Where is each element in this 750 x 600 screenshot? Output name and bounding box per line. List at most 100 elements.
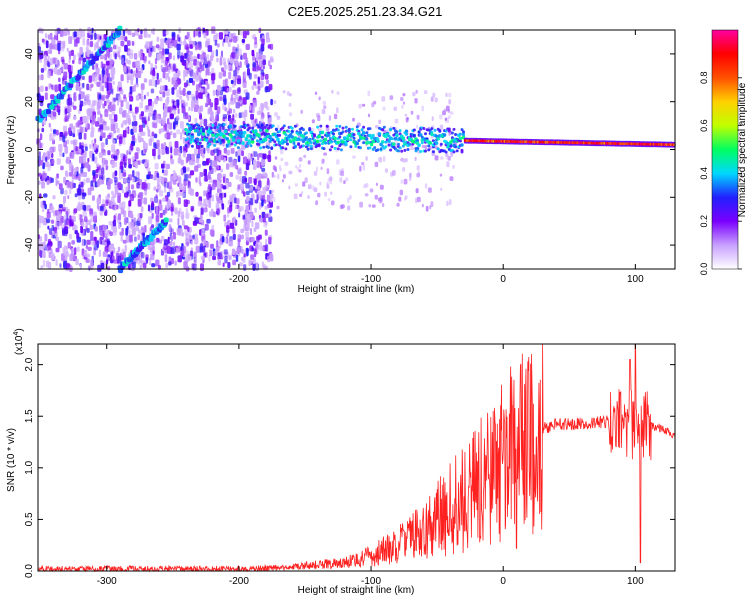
noise-speckle — [100, 142, 105, 148]
noise-speckle — [57, 240, 62, 249]
noise-speckle — [216, 57, 219, 63]
noise-speckle — [331, 200, 335, 206]
main-carrier-mark — [227, 142, 231, 146]
main-carrier-mark — [239, 131, 244, 135]
noise-speckle — [268, 216, 273, 223]
noise-speckle — [153, 142, 157, 149]
noise-speckle — [274, 112, 279, 117]
noise-speckle — [299, 193, 303, 198]
noise-speckle — [235, 102, 240, 109]
main-carrier-mark — [205, 125, 209, 129]
noise-speckle — [176, 89, 181, 98]
noise-speckle — [196, 153, 201, 159]
noise-speckle — [97, 110, 101, 115]
noise-speckle — [268, 236, 272, 245]
main-carrier-mark — [296, 137, 301, 141]
noise-speckle — [60, 165, 64, 171]
noise-speckle — [166, 246, 171, 254]
noise-speckle — [93, 100, 98, 105]
noise-speckle — [78, 201, 81, 209]
main-carrier-mark — [322, 147, 326, 151]
noise-speckle — [144, 105, 149, 113]
noise-speckle — [44, 233, 48, 242]
noise-speckle — [282, 90, 286, 94]
noise-speckle — [105, 138, 108, 146]
noise-speckle — [64, 115, 69, 122]
noise-speckle — [227, 58, 230, 64]
noise-speckle — [187, 90, 192, 95]
noise-speckle — [267, 118, 272, 126]
main-carrier-mark — [206, 145, 210, 149]
noise-speckle — [288, 170, 293, 175]
main-carrier-mark — [306, 147, 310, 151]
noise-speckle — [213, 121, 218, 128]
noise-speckle — [198, 176, 201, 185]
noise-speckle — [47, 164, 51, 172]
noise-speckle — [52, 84, 55, 91]
noise-speckle — [331, 89, 334, 94]
noise-speckle — [244, 109, 248, 118]
noise-speckle — [125, 101, 130, 110]
noise-speckle — [153, 45, 156, 53]
main-carrier-mark — [289, 133, 293, 136]
noise-speckle — [374, 194, 378, 200]
main-carrier-mark — [420, 141, 424, 145]
noise-speckle — [50, 57, 54, 66]
main-carrier-mark — [233, 143, 237, 147]
noise-speckle — [203, 168, 208, 177]
noise-speckle — [245, 231, 250, 237]
x-tick-label: -200 — [229, 274, 249, 285]
noise-speckle — [288, 185, 291, 190]
noise-speckle — [123, 94, 127, 99]
noise-speckle — [243, 253, 246, 258]
noise-speckle — [110, 123, 115, 132]
noise-speckle — [201, 64, 205, 72]
noise-speckle — [261, 167, 266, 172]
noise-speckle — [160, 42, 165, 50]
noise-speckle — [135, 73, 138, 79]
noise-speckle — [220, 154, 225, 160]
noise-speckle — [159, 85, 164, 93]
main-carrier-mark — [309, 147, 313, 151]
noise-speckle — [52, 195, 56, 200]
noise-speckle — [99, 124, 104, 131]
noise-speckle — [194, 217, 199, 224]
noise-speckle — [183, 185, 186, 190]
noise-speckle — [205, 241, 210, 248]
noise-speckle — [449, 111, 454, 115]
noise-speckle — [138, 124, 143, 133]
noise-speckle — [138, 34, 143, 40]
main-carrier-mark — [309, 144, 313, 148]
noise-speckle — [228, 101, 231, 109]
noise-speckle — [166, 191, 171, 197]
noise-speckle — [400, 179, 404, 185]
noise-speckle — [68, 97, 73, 106]
noise-speckle — [117, 213, 122, 221]
noise-speckle — [38, 74, 42, 81]
noise-speckle — [181, 214, 185, 222]
noise-speckle — [92, 216, 97, 221]
main-carrier-mark — [190, 144, 194, 148]
noise-speckle — [228, 238, 233, 247]
noise-speckle — [150, 88, 155, 94]
noise-speckle — [122, 251, 126, 258]
noise-speckle — [78, 28, 82, 34]
main-carrier-mark — [219, 141, 223, 145]
noise-speckle — [367, 90, 371, 97]
noise-speckle — [161, 117, 166, 126]
main-carrier-mark — [333, 146, 337, 150]
main-carrier-mark — [434, 141, 439, 145]
noise-speckle — [238, 246, 243, 254]
noise-speckle — [105, 94, 109, 100]
noise-speckle — [269, 56, 274, 63]
noise-speckle — [121, 111, 126, 118]
main-carrier-mark — [460, 128, 464, 132]
noise-speckle — [108, 244, 113, 252]
noise-speckle — [47, 208, 50, 214]
noise-speckle — [169, 113, 174, 120]
main-carrier-mark — [284, 140, 288, 144]
noise-speckle — [38, 46, 41, 53]
noise-speckle — [165, 64, 168, 72]
main-carrier-mark — [292, 141, 296, 145]
noise-speckle — [131, 135, 135, 142]
